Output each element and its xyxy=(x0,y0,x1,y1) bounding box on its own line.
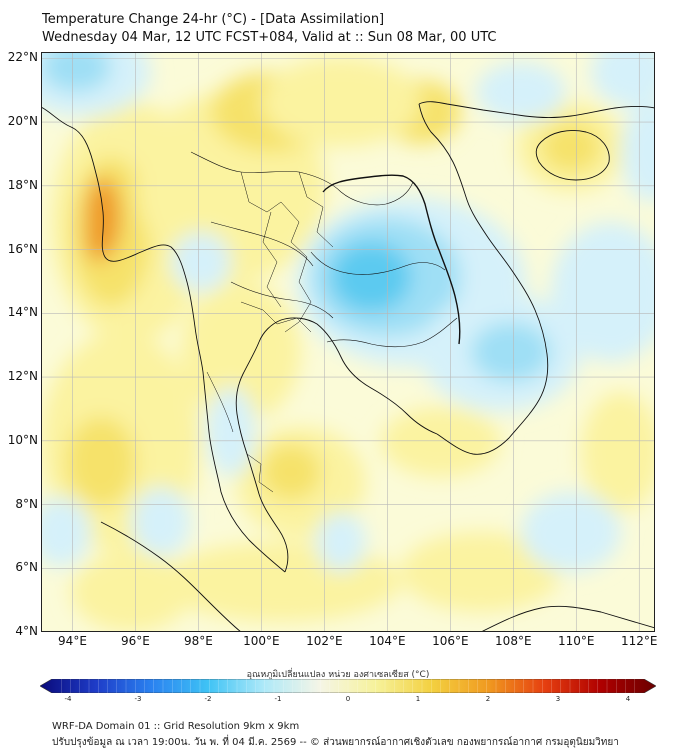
chart-title: Temperature Change 24-hr (°C) - [Data As… xyxy=(42,12,385,27)
longitude-label: 102°E xyxy=(306,634,343,648)
colorbar-tick-label: -2 xyxy=(204,695,212,703)
colorbar-label: อุณหภูมิเปลี่ยนแปลง หน่วย องศาเซลเซียส (… xyxy=(246,670,430,680)
longitude-label: 110°E xyxy=(558,634,595,648)
colorbar-tick-label: 3 xyxy=(555,695,561,703)
map-frame xyxy=(41,52,655,632)
longitude-label: 108°E xyxy=(495,634,532,648)
longitude-label: 96°E xyxy=(121,634,150,648)
latitude-label: 4°N xyxy=(15,624,38,638)
temperature-change-map[interactable] xyxy=(41,52,655,632)
longitude-label: 106°E xyxy=(432,634,469,648)
latitude-label: 14°N xyxy=(7,305,38,320)
colorbar-tick-label: 1 xyxy=(415,695,421,703)
temperature-field xyxy=(41,52,655,632)
colorbar-tick-label: 2 xyxy=(485,695,491,703)
longitude-label: 100°E xyxy=(243,634,280,648)
colorbar xyxy=(40,679,656,693)
colorbar-tick-label: -3 xyxy=(134,695,142,703)
latitude-label: 6°N xyxy=(15,560,38,575)
longitude-label: 94°E xyxy=(58,634,87,648)
coastlines-and-borders xyxy=(41,101,655,632)
colorbar-tick-label: 4 xyxy=(625,695,631,703)
map-panel[interactable] xyxy=(41,52,655,632)
colorbar-tick-label: 0 xyxy=(345,695,351,703)
longitude-label: 98°E xyxy=(183,634,213,648)
longitude-label: 104°E xyxy=(369,634,406,648)
latitude-label: 16°N xyxy=(7,241,38,256)
latitude-label: 18°N xyxy=(7,177,38,192)
colorbar-tick-label: -4 xyxy=(64,695,72,703)
footer-domain-info: WRF-DA Domain 01 :: Grid Resolution 9km … xyxy=(52,721,300,732)
latitude-label: 10°N xyxy=(7,432,38,447)
footer-update-info: ปรับปรุงข้อมูล ณ เวลา 19:00น. วัน พ. ที่… xyxy=(52,737,619,748)
latitude-label: 12°N xyxy=(7,369,38,384)
graticule xyxy=(41,52,655,632)
latitude-label: 22°N xyxy=(7,50,38,65)
colorbar-tick-label: -1 xyxy=(274,695,282,703)
chart-subtitle: Wednesday 04 Mar, 12 UTC FCST+084, Valid… xyxy=(42,30,497,45)
latitude-label: 8°N xyxy=(15,496,38,511)
longitude-label: 112°E xyxy=(621,634,658,648)
latitude-label: 20°N xyxy=(7,114,38,129)
